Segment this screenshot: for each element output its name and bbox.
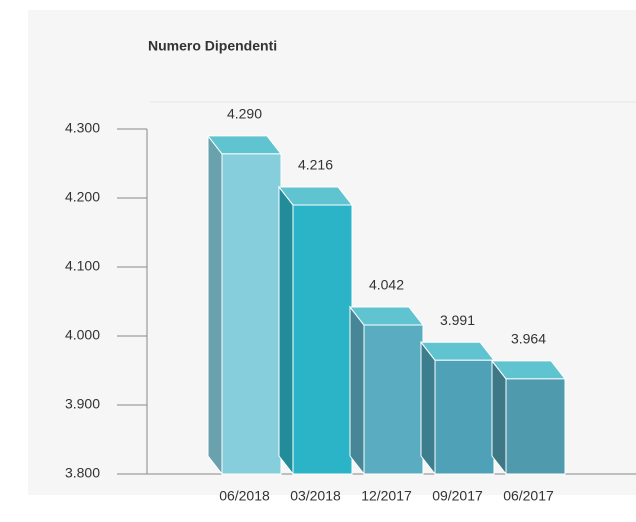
value-label: 4.216 [298,157,333,173]
y-tick-label: 3.800 [65,465,100,481]
bar-side [278,185,294,476]
bar-front [505,378,566,475]
value-label: 4.290 [227,106,262,122]
y-tick-label: 3.900 [65,396,100,412]
bar-front [221,153,282,475]
bar-front [434,359,495,475]
bar [277,185,354,476]
bar [348,305,425,476]
x-tick-label: 06/2017 [503,488,554,504]
x-tick-label: 12/2017 [361,488,412,504]
y-tick-label: 4.200 [65,189,100,205]
value-label: 4.042 [369,277,404,293]
bar-side [420,340,436,476]
bar-front [363,324,424,475]
bar-side [207,134,223,476]
x-tick-label: 09/2017 [432,488,483,504]
chart-title: Numero Dipendenti [148,38,277,54]
value-label: 3.964 [511,331,546,347]
x-tick-label: 03/2018 [290,488,341,504]
y-tick-label: 4.300 [65,120,100,136]
bar [490,359,567,476]
bar [206,134,283,476]
bar-front [292,204,353,475]
value-label: 3.991 [440,312,475,328]
bar-side [349,305,365,476]
bar [419,340,496,476]
bar-side [491,359,507,476]
y-tick-label: 4.000 [65,327,100,343]
y-tick-label: 4.100 [65,258,100,274]
x-tick-label: 06/2018 [219,488,270,504]
